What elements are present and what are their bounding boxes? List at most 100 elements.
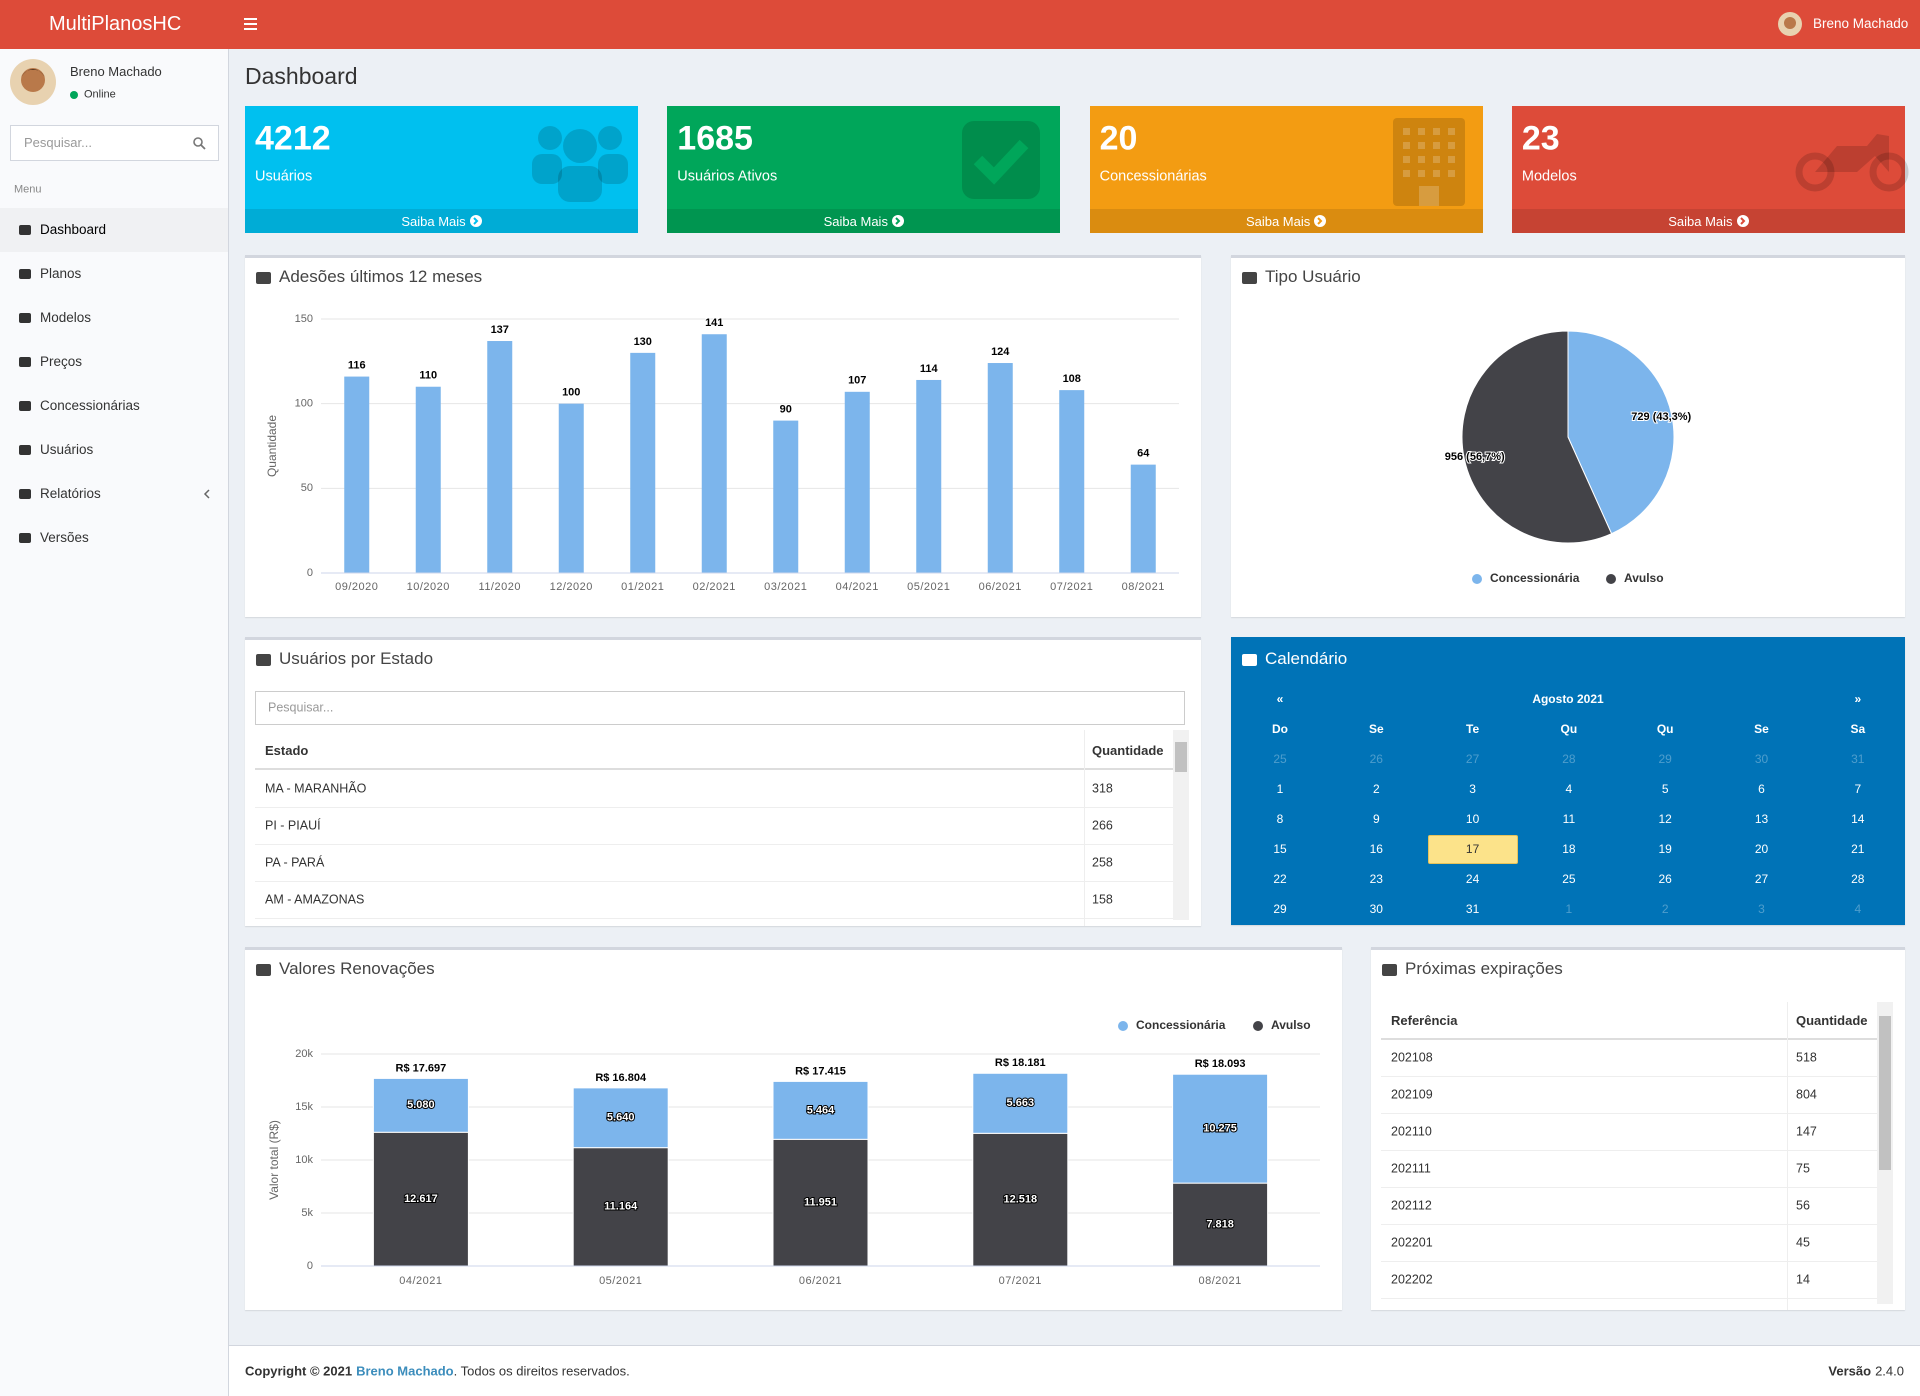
calendar-cell: 26 — [1658, 871, 1672, 886]
stat-value: 23 — [1521, 119, 1560, 158]
calendar-cell: 25 — [1562, 871, 1576, 886]
stat-link[interactable]: Saiba Mais — [823, 213, 888, 229]
column-header: Referência — [1391, 1013, 1458, 1029]
stat-box: 23 Modelos Saiba Mais — [1511, 106, 1909, 233]
menu-item[interactable]: Preços — [0, 340, 228, 384]
x-tick-label: 11/2020 — [479, 581, 521, 593]
value-label: 5.080 — [407, 1099, 435, 1111]
version: Versão 2.4.0 — [1828, 1364, 1904, 1379]
row-rule — [255, 844, 1173, 845]
calendar-cell: 25 — [1273, 751, 1287, 766]
stat-footer[interactable]: Saiba Mais — [667, 209, 1061, 233]
scrollbar-thumb[interactable] — [1175, 742, 1187, 772]
rights-text: . Todos os direitos reservados. — [453, 1363, 630, 1379]
bar-segment — [372, 1077, 469, 1133]
calendar-cell: 29 — [1273, 901, 1287, 916]
icon-part — [1417, 170, 1425, 177]
menu-icon — [19, 269, 31, 279]
panel-title: Próximas expirações — [1405, 958, 1563, 978]
stat-footer[interactable]: Saiba Mais — [245, 209, 638, 233]
avatar — [10, 59, 56, 105]
table-cell: 202111 — [1391, 1161, 1431, 1176]
stat-icon — [1795, 134, 1909, 192]
stat-link[interactable]: Saiba Mais — [401, 213, 466, 229]
menu-icon — [19, 225, 31, 235]
author-link[interactable]: Breno Machado — [356, 1363, 454, 1379]
menu-item-label: Usuários — [40, 441, 94, 457]
legend-marker — [1472, 574, 1482, 584]
value-label: 107 — [848, 375, 866, 387]
panel-icon — [256, 272, 271, 284]
copyright-text: Copyright © 2021 — [245, 1363, 353, 1379]
calendar-cell: 17 — [1465, 841, 1480, 856]
icon-part — [598, 126, 622, 150]
table-cell: MA - MARANHÃO — [265, 781, 367, 796]
menu-item[interactable]: Dashboard — [0, 208, 228, 252]
scrollbar[interactable] — [1877, 1002, 1893, 1304]
search-icon-lens — [193, 137, 203, 147]
icon-part — [1795, 152, 1835, 192]
menu-icon-shape — [19, 357, 31, 367]
stat-icon — [1392, 118, 1465, 206]
calendar-cell: 24 — [1465, 871, 1480, 886]
version-number: 2.4.0 — [1875, 1363, 1904, 1379]
calendar-cell: 10 — [1465, 811, 1480, 826]
search-box[interactable]: Pesquisar... — [10, 125, 219, 161]
search-input[interactable]: Pesquisar... — [255, 691, 1185, 725]
menu-icon-shape — [19, 445, 31, 455]
bar-segment — [772, 1138, 869, 1267]
menu-icon — [19, 445, 31, 455]
table-cell: PI - PIAUÍ — [265, 818, 321, 833]
menu-toggle-bar — [244, 18, 257, 20]
calendar-cell: Te — [1466, 721, 1480, 736]
bar-segment — [1172, 1073, 1269, 1184]
y-tick-label: 10k — [295, 1154, 313, 1166]
menu-item[interactable]: Modelos — [0, 296, 228, 340]
stat-link[interactable]: Saiba Mais — [1668, 213, 1733, 229]
y-axis-label: Quantidade — [265, 415, 279, 477]
x-tick-label: 02/2021 — [693, 581, 736, 593]
column-divider — [1084, 730, 1085, 926]
bar — [844, 391, 870, 573]
menu-item-label: Preços — [40, 353, 83, 369]
chevron — [203, 489, 210, 499]
menu-item[interactable]: Concessionárias — [0, 384, 228, 428]
calendar-cell: 15 — [1273, 841, 1287, 856]
scrollbar-thumb[interactable] — [1879, 1016, 1891, 1170]
menu-item[interactable]: Relatórios — [0, 472, 228, 516]
menu-item[interactable]: Planos — [0, 252, 228, 296]
calendar-cell: Do — [1272, 721, 1288, 736]
calendar-cell: 28 — [1851, 871, 1865, 886]
calendar-cell: 3 — [1469, 781, 1476, 796]
user-name[interactable]: Breno Machado — [1813, 15, 1909, 31]
calendar-cell: 18 — [1562, 841, 1576, 856]
legend-label: Concessionária — [1490, 571, 1580, 585]
value-label: 110 — [419, 370, 437, 382]
y-tick-label: 20k — [295, 1048, 313, 1060]
calendar-cell: 9 — [1372, 811, 1380, 826]
stat-footer[interactable]: Saiba Mais — [1511, 209, 1905, 233]
stat-footer[interactable]: Saiba Mais — [1089, 209, 1483, 233]
scrollbar[interactable] — [1173, 730, 1189, 920]
value-label: 5.640 — [607, 1112, 635, 1124]
menu-toggle[interactable] — [244, 17, 258, 31]
calendar-cell: Se — [1368, 721, 1384, 736]
menu-item[interactable]: Versões — [0, 516, 228, 560]
pie-slice — [1461, 330, 1613, 544]
stat-link[interactable]: Saiba Mais — [1245, 213, 1311, 229]
y-tick-label: 0 — [307, 1260, 313, 1272]
menu-item-label: Concessionárias — [40, 397, 140, 413]
version-label: Versão — [1828, 1363, 1872, 1379]
panel-icon — [256, 654, 271, 666]
menu-item[interactable]: Usuários — [0, 428, 228, 472]
table-cell: 318 — [1092, 781, 1113, 796]
bar — [630, 352, 656, 573]
bar — [487, 341, 513, 573]
user-name: Breno Machado — [70, 64, 162, 80]
stat-label: Usuários Ativos — [677, 168, 778, 185]
value-label: 5.464 — [807, 1104, 835, 1116]
panel-icon-shape — [1242, 654, 1257, 666]
stat-box: 4212 Usuários Saiba Mais — [245, 106, 638, 233]
panel-icon-shape — [256, 964, 271, 976]
